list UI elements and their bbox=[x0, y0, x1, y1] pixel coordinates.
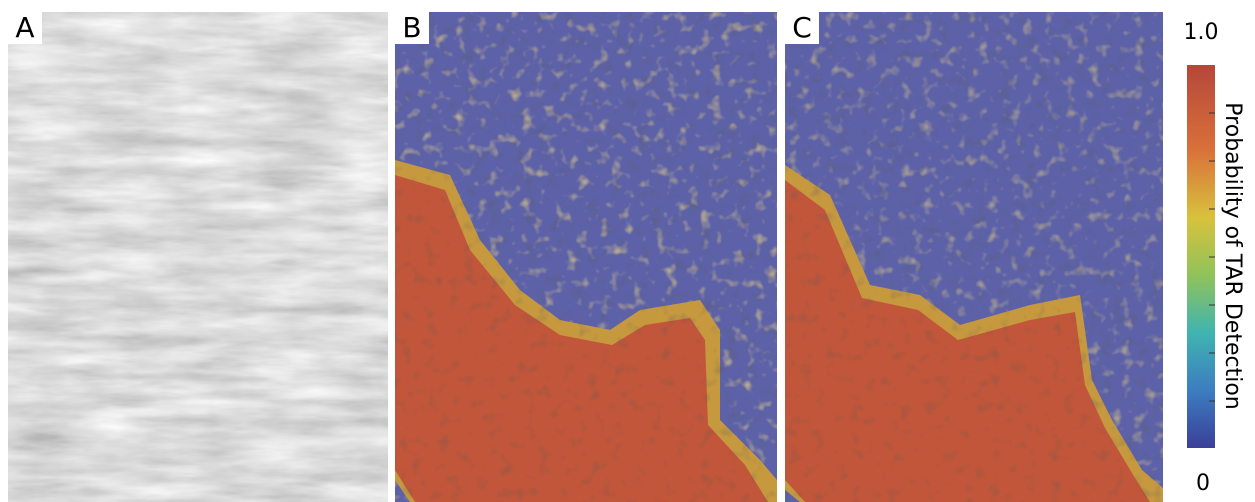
panel-label: C bbox=[792, 11, 812, 44]
panel-b bbox=[395, 12, 777, 502]
colorbar-title: Probability of TAR Detection bbox=[1220, 102, 1245, 409]
panel-c bbox=[785, 12, 1163, 502]
colorbar: 1.0 0 Probability of TAR Detection bbox=[1184, 20, 1246, 496]
colorbar-max-label: 1.0 bbox=[1184, 20, 1219, 45]
texture bbox=[785, 12, 1163, 502]
texture bbox=[395, 12, 777, 502]
panel-label: B bbox=[402, 11, 421, 44]
colorbar-min-label: 0 bbox=[1196, 471, 1210, 496]
panel-label: A bbox=[15, 11, 34, 44]
panel-a: A bbox=[8, 11, 388, 502]
figure: A B C 1.0 0 Probability of TAR Detection bbox=[0, 0, 1255, 502]
terrain-image bbox=[8, 12, 388, 502]
